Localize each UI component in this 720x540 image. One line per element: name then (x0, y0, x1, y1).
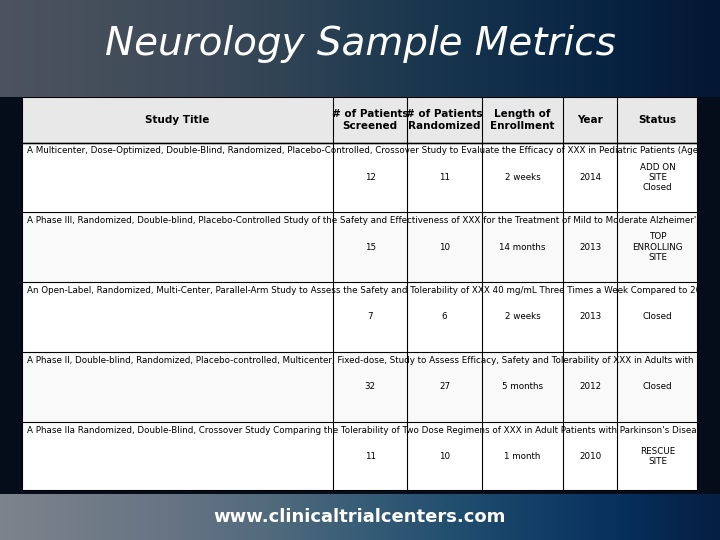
Text: 2014: 2014 (579, 173, 601, 182)
Text: 10: 10 (439, 452, 450, 461)
Text: TOP
ENROLLING
SITE: TOP ENROLLING SITE (633, 232, 683, 262)
Text: 2012: 2012 (579, 382, 601, 392)
Text: Year: Year (577, 115, 603, 125)
Text: 2 weeks: 2 weeks (505, 173, 540, 182)
Text: 11: 11 (439, 173, 450, 182)
Text: 11: 11 (364, 452, 376, 461)
Bar (22, 212, 698, 282)
Text: 6: 6 (442, 313, 447, 321)
Text: 7: 7 (367, 313, 373, 321)
Bar (22, 143, 698, 212)
Bar (22, 352, 698, 422)
Text: 14 months: 14 months (499, 242, 546, 252)
Text: An Open-Label, Randomized, Multi-Center, Parallel-Arm Study to Assess the Safety: An Open-Label, Randomized, Multi-Center,… (27, 286, 720, 295)
Text: A Phase IIa Randomized, Double-Blind, Crossover Study Comparing the Tolerability: A Phase IIa Randomized, Double-Blind, Cr… (27, 426, 720, 435)
Text: 1 month: 1 month (504, 452, 541, 461)
Text: # of Patients
Randomized: # of Patients Randomized (406, 109, 483, 131)
Text: Status: Status (639, 115, 677, 125)
Text: Closed: Closed (643, 382, 672, 392)
Text: www.clinicaltrialcenters.com: www.clinicaltrialcenters.com (214, 508, 506, 526)
Bar (22, 422, 698, 491)
Text: Study Title: Study Title (145, 115, 210, 125)
Bar (22, 282, 698, 352)
Text: 2010: 2010 (579, 452, 601, 461)
Text: 10: 10 (439, 242, 450, 252)
Text: Closed: Closed (643, 313, 672, 321)
Text: ADD ON
SITE
Closed: ADD ON SITE Closed (640, 163, 675, 192)
Text: 27: 27 (439, 382, 450, 392)
Text: A Phase III, Randomized, Double-blind, Placebo-Controlled Study of the Safety an: A Phase III, Randomized, Double-blind, P… (27, 216, 720, 225)
Bar (22, 97, 698, 143)
Text: Neurology Sample Metrics: Neurology Sample Metrics (104, 25, 616, 63)
Text: # of Patients
Screened: # of Patients Screened (332, 109, 408, 131)
Text: 5 months: 5 months (502, 382, 543, 392)
Text: A Multicenter, Dose-Optimized, Double-Blind, Randomized, Placebo-Controlled, Cro: A Multicenter, Dose-Optimized, Double-Bl… (27, 146, 720, 156)
Text: 2 weeks: 2 weeks (505, 313, 540, 321)
Text: RESCUE
SITE: RESCUE SITE (640, 447, 675, 466)
Text: Length of
Enrollment: Length of Enrollment (490, 109, 554, 131)
Text: 2013: 2013 (579, 313, 601, 321)
Text: 32: 32 (364, 382, 376, 392)
Text: 2013: 2013 (579, 242, 601, 252)
Text: 15: 15 (364, 242, 376, 252)
Text: 12: 12 (364, 173, 376, 182)
Text: A Phase II, Double-blind, Randomized, Placebo-controlled, Multicenter, Fixed-dos: A Phase II, Double-blind, Randomized, Pl… (27, 356, 720, 365)
